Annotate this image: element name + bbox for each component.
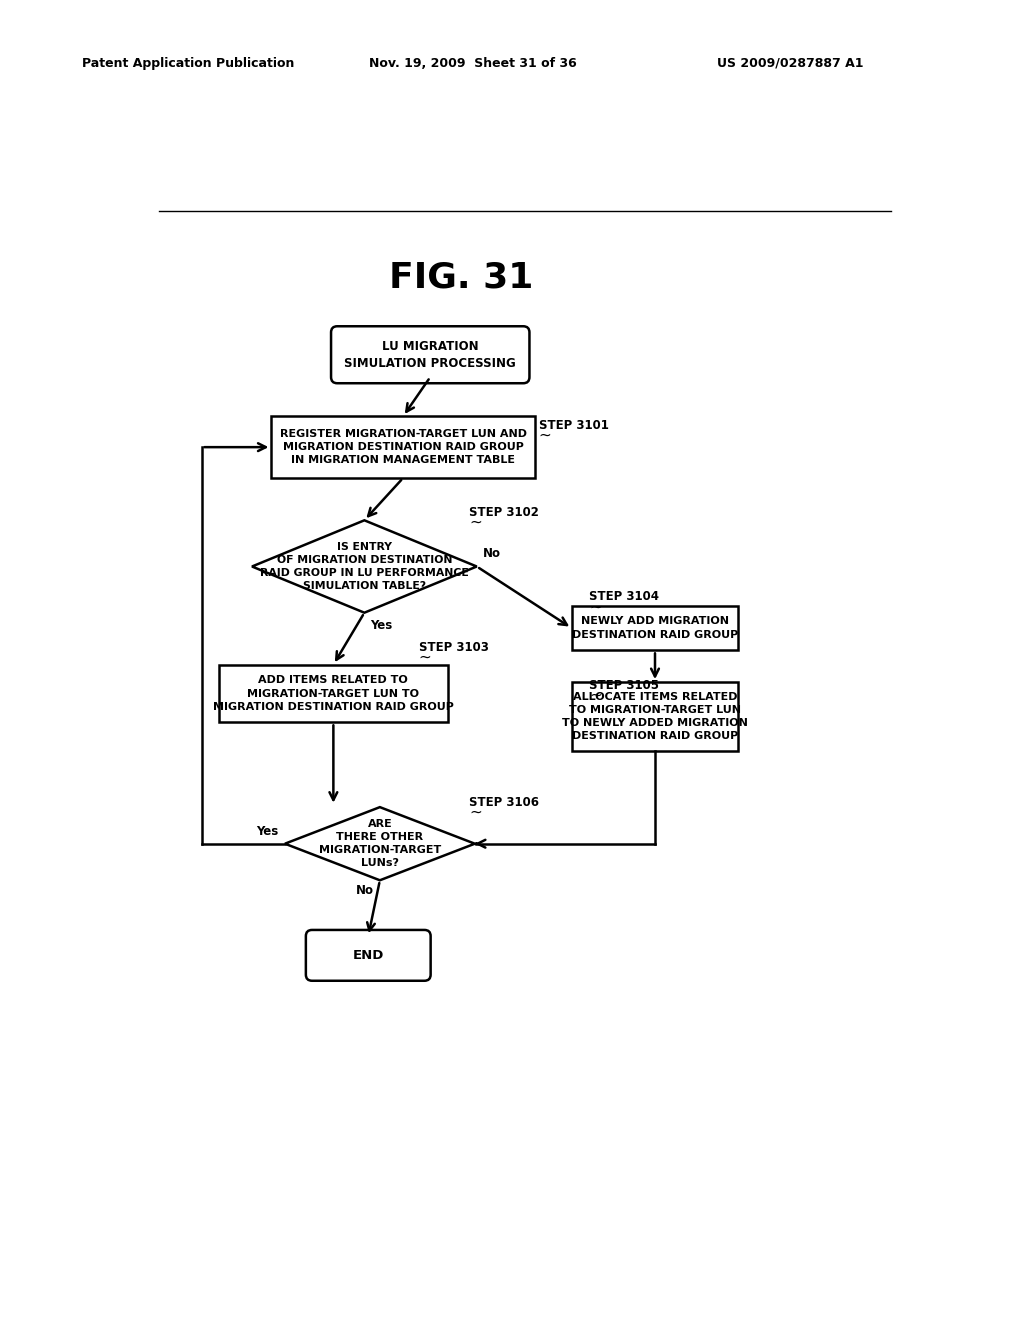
- Text: ~: ~: [469, 515, 481, 529]
- Text: ~: ~: [589, 688, 602, 702]
- Bar: [571, 682, 738, 751]
- Bar: [271, 416, 535, 478]
- Text: REGISTER MIGRATION-TARGET LUN AND
MIGRATION DESTINATION RAID GROUP
IN MIGRATION : REGISTER MIGRATION-TARGET LUN AND MIGRAT…: [280, 429, 526, 466]
- Text: ALLOCATE ITEMS RELATED
TO MIGRATION-TARGET LUN
TO NEWLY ADDED MIGRATION
DESTINAT: ALLOCATE ITEMS RELATED TO MIGRATION-TARG…: [562, 692, 748, 742]
- Bar: [571, 606, 738, 651]
- Text: ADD ITEMS RELATED TO
MIGRATION-TARGET LUN TO
MIGRATION DESTINATION RAID GROUP: ADD ITEMS RELATED TO MIGRATION-TARGET LU…: [213, 676, 454, 711]
- Text: STEP 3104: STEP 3104: [589, 590, 659, 603]
- Text: NEWLY ADD MIGRATION
DESTINATION RAID GROUP: NEWLY ADD MIGRATION DESTINATION RAID GRO…: [571, 616, 738, 640]
- Text: No: No: [355, 884, 374, 898]
- Text: STEP 3102: STEP 3102: [469, 506, 539, 519]
- Text: No: No: [483, 548, 501, 560]
- FancyBboxPatch shape: [306, 929, 431, 981]
- Text: US 2009/0287887 A1: US 2009/0287887 A1: [717, 57, 863, 70]
- Text: FIG. 31: FIG. 31: [389, 261, 534, 294]
- Text: Patent Application Publication: Patent Application Publication: [82, 57, 294, 70]
- Polygon shape: [252, 520, 477, 612]
- Text: STEP 3106: STEP 3106: [469, 796, 539, 809]
- Text: ~: ~: [589, 599, 602, 614]
- Polygon shape: [285, 807, 475, 880]
- Text: STEP 3105: STEP 3105: [589, 678, 659, 692]
- Text: Nov. 19, 2009  Sheet 31 of 36: Nov. 19, 2009 Sheet 31 of 36: [369, 57, 577, 70]
- Text: Yes: Yes: [371, 619, 393, 632]
- Text: IS ENTRY
OF MIGRATION DESTINATION
RAID GROUP IN LU PERFORMANCE
SIMULATION TABLE?: IS ENTRY OF MIGRATION DESTINATION RAID G…: [260, 541, 469, 591]
- Text: ARE
THERE OTHER
MIGRATION-TARGET
LUNs?: ARE THERE OTHER MIGRATION-TARGET LUNs?: [318, 818, 441, 869]
- Text: STEP 3103: STEP 3103: [419, 640, 488, 653]
- Text: LU MIGRATION
SIMULATION PROCESSING: LU MIGRATION SIMULATION PROCESSING: [344, 339, 516, 370]
- Text: END: END: [352, 949, 384, 962]
- Text: STEP 3101: STEP 3101: [539, 418, 608, 432]
- Bar: [219, 665, 447, 722]
- Text: ~: ~: [419, 649, 431, 664]
- Text: ~: ~: [469, 805, 481, 820]
- Text: Yes: Yes: [256, 825, 279, 837]
- FancyBboxPatch shape: [331, 326, 529, 383]
- Text: ~: ~: [539, 428, 552, 442]
